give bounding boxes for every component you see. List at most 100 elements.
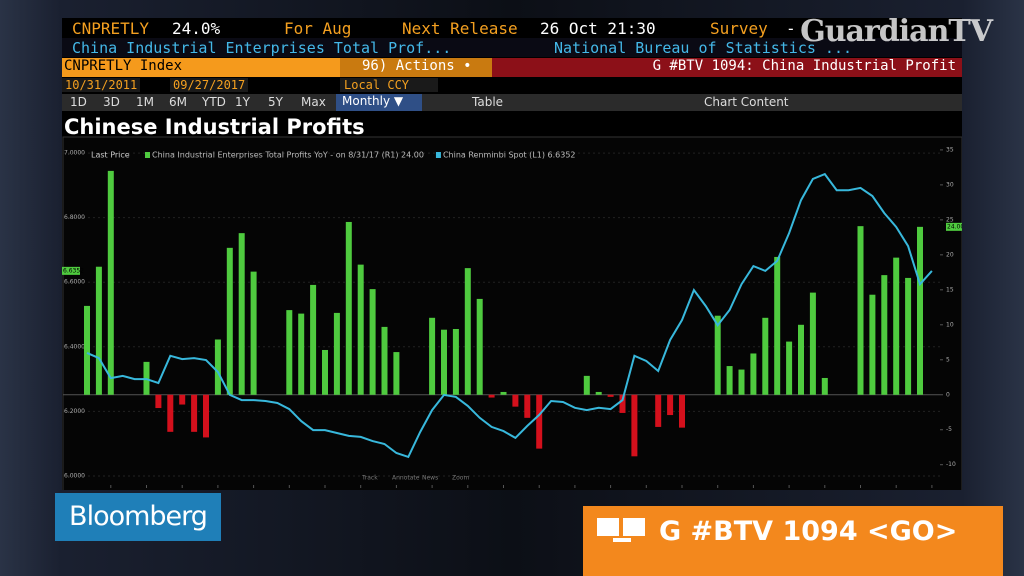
bar [322,349,328,395]
bar [583,375,590,395]
bar [524,394,531,418]
bar [655,394,662,427]
legend-item: China Industrial Enterprises Total Profi… [152,151,424,160]
bar [357,264,364,395]
bar [881,275,888,395]
range-button[interactable]: 1Y [235,95,250,109]
bar [893,257,900,395]
bar [464,268,471,395]
y2-tick-label: 5 [946,356,950,363]
bar [84,305,90,395]
range-button[interactable]: Max [301,95,326,109]
bar [214,339,221,395]
value-tag [62,266,80,275]
bar [667,394,674,416]
security[interactable]: CNPRETLY Index [62,58,340,77]
y-tick-label: 6.6000 [64,279,85,286]
bar [310,284,317,395]
y2-tick-label: 30 [946,181,954,188]
bar [750,353,757,395]
terminal: 6.0000 6.2000 6.4000 6.6000 6.8000 7.0000 -10-… [62,18,962,490]
bar [95,266,102,395]
chart-title: Chinese Industrial Profits [62,113,962,143]
end-date[interactable]: 09/27/2017 [170,78,249,92]
y2-tick-label: 35 [946,146,954,153]
bar [762,317,769,395]
range-button[interactable]: YTD [202,95,226,109]
bar [250,271,257,395]
frequency[interactable]: Monthly ▼ [336,94,422,111]
survey-label: Survey [710,19,768,38]
y2-tick-label: -10 [946,461,956,468]
bar [869,294,876,395]
bar [595,391,602,395]
y2-tick-label: 10 [946,321,954,328]
command-banner: G #BTV 1094 <GO> [583,506,1003,576]
brand-logo: Bloomberg [55,493,221,541]
next-date: 26 Oct 21:30 [540,19,656,38]
title-text: Chinese Industrial Profits [64,115,365,139]
bar [369,289,376,395]
range-button[interactable]: 5Y [268,95,283,109]
header-bar: CNPRETLY 24.0% For Aug Next Release 26 O… [62,18,962,38]
bar [857,226,864,395]
range-button[interactable]: 6M [169,95,187,109]
bar [286,310,293,395]
channel-logo: GuardianTV [800,14,993,49]
table-button[interactable]: Table [472,95,504,109]
y-tick-label: 7.0000 [64,150,85,157]
legend-item: China Renminbi Spot (L1) 6.6352 [443,151,576,160]
range-button[interactable]: 1M [136,95,154,109]
currency[interactable]: Local CCY [340,78,438,92]
bar [476,298,483,395]
bar [536,394,543,449]
bar [393,352,400,395]
bar [512,394,519,407]
bar [167,394,174,432]
bar [607,394,614,397]
bar [441,329,447,395]
bar [917,226,923,395]
legend-label: Last Price [91,151,130,160]
command: G #BTV 1094 <GO> [659,516,958,547]
bar [500,391,507,395]
function: G #BTV 1094: China Industrial Profit [492,58,962,77]
ticker: CNPRETLY [72,19,150,38]
bar [798,324,804,395]
bar [333,312,340,395]
bar [631,394,638,457]
y2-tick-label: 0 [946,391,950,398]
start-date[interactable]: 10/31/2011 [62,78,141,92]
line [86,172,933,459]
bar [452,328,459,395]
bar [738,369,745,395]
terminal-icon [597,518,645,542]
bar [298,313,305,395]
survey-value: - [786,19,796,38]
bar [809,292,816,395]
y2-tick-label: 15 [946,286,954,293]
chart-content[interactable]: Chart Content [704,95,789,109]
bar [238,233,245,395]
security-bar: CNPRETLY Index 96) Actions • G #BTV 1094… [62,58,962,77]
range-button[interactable]: 1D [70,95,87,109]
bar [429,317,436,395]
toolbar-item: Annotate [392,475,420,482]
range-bar: Monthly ▼ Table Chart Content 1D 3D 1M 6M YT… [62,94,962,111]
value-label: 6.6352 [63,267,84,274]
bar [191,394,198,432]
toolbar-item: Track [361,475,378,482]
period: For Aug [284,19,352,38]
y2-tick-label: 25 [946,216,954,223]
actions-button[interactable]: 96) Actions • [340,58,492,77]
bar [774,256,781,395]
source: National Bureau of Statistics ... [554,39,853,57]
value-tag [946,222,962,231]
legend-swatch [435,152,441,158]
bar [381,326,388,395]
range-button[interactable]: 3D [103,95,120,109]
y-tick-label: 6.0000 [64,472,85,479]
bar [679,394,685,428]
next-label: Next Release [402,19,518,38]
bar [179,394,186,405]
